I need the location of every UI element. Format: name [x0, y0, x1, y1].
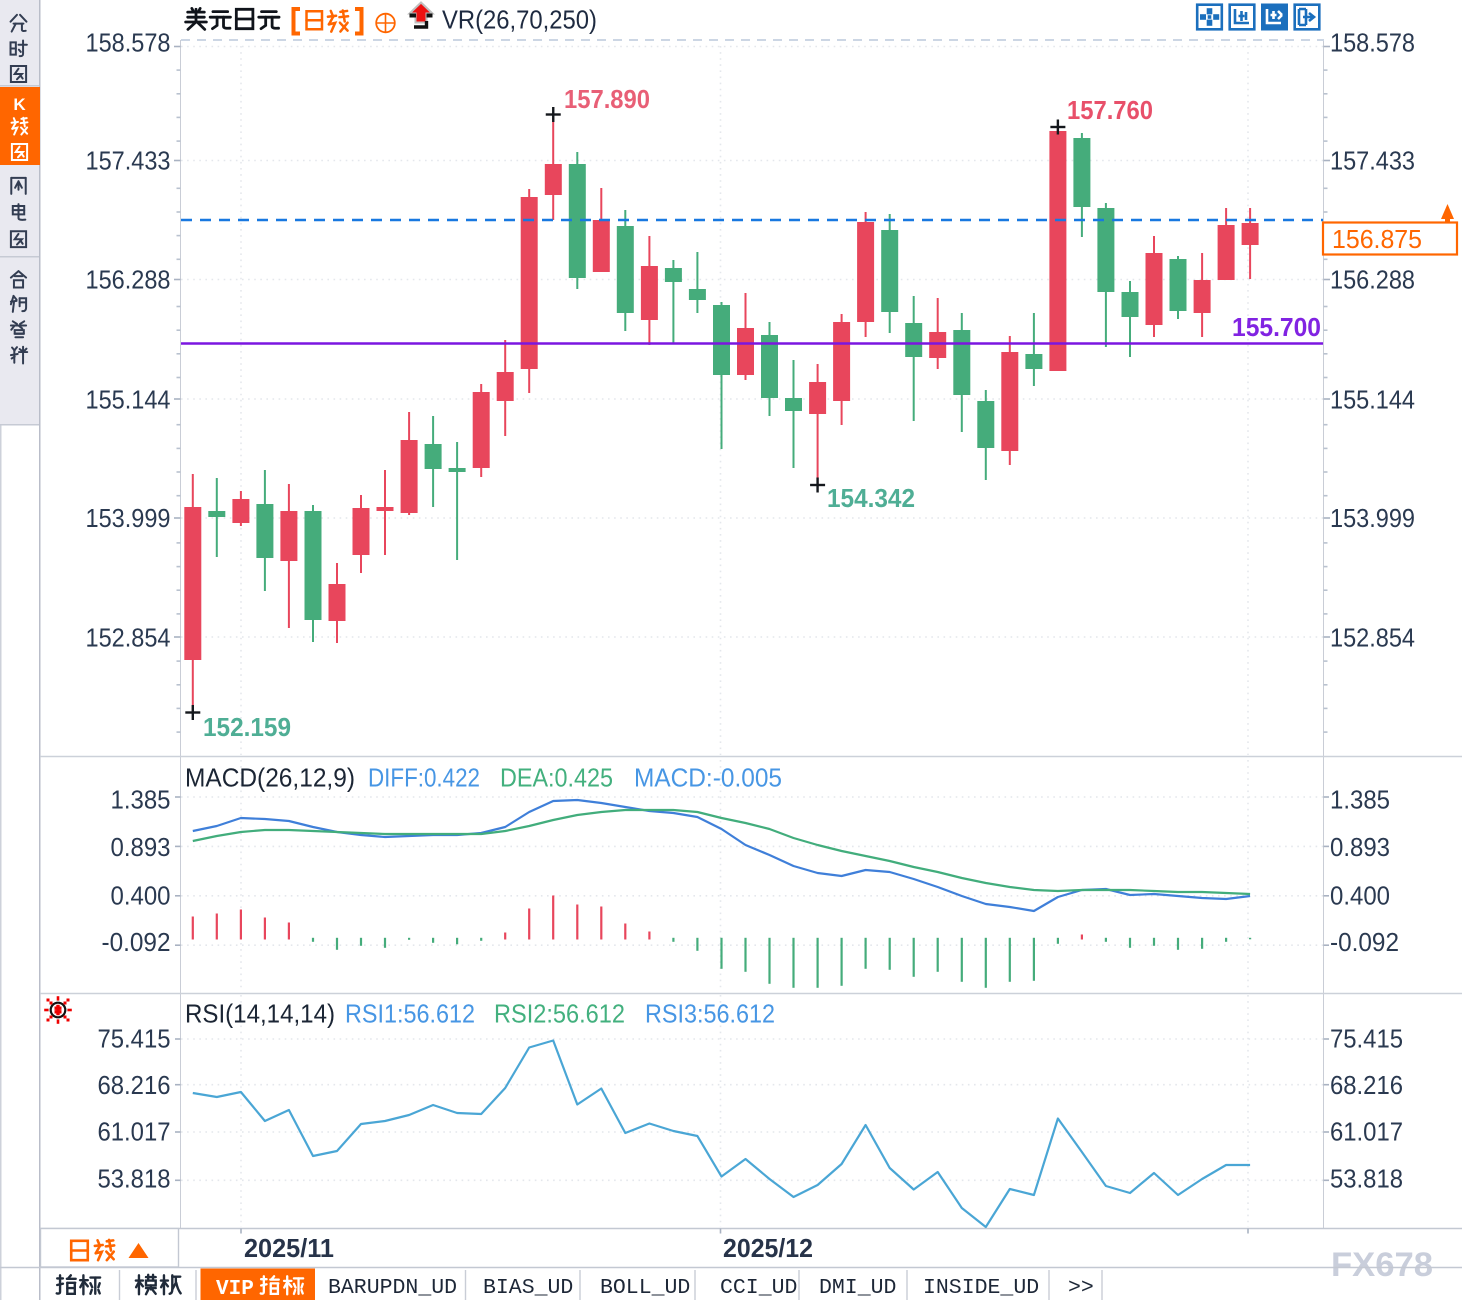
- svg-text:VR(26,70,250): VR(26,70,250): [442, 5, 597, 35]
- svg-text:FX678: FX678: [1331, 1246, 1433, 1284]
- svg-text:61.017: 61.017: [1330, 1117, 1403, 1147]
- svg-text:>>: >>: [1068, 1276, 1094, 1300]
- svg-text:53.818: 53.818: [98, 1164, 171, 1194]
- svg-text:61.017: 61.017: [98, 1117, 171, 1147]
- svg-text:156.875: 156.875: [1332, 224, 1422, 254]
- svg-text:155.144: 155.144: [1330, 385, 1415, 415]
- svg-text:156.288: 156.288: [1330, 265, 1415, 295]
- svg-text:2025/12: 2025/12: [723, 1233, 813, 1263]
- svg-text:153.999: 153.999: [1330, 503, 1415, 533]
- svg-text:157.760: 157.760: [1067, 95, 1153, 125]
- svg-text:158.578: 158.578: [86, 28, 171, 58]
- svg-text:RSI(14,14,14): RSI(14,14,14): [185, 999, 335, 1029]
- svg-text:INSIDE_UD: INSIDE_UD: [923, 1276, 1039, 1300]
- svg-text:152.854: 152.854: [86, 623, 171, 653]
- svg-text:0.893: 0.893: [111, 832, 171, 862]
- svg-text:RSI3:56.612: RSI3:56.612: [645, 999, 775, 1029]
- svg-text:68.216: 68.216: [1330, 1070, 1403, 1100]
- svg-text:75.415: 75.415: [1330, 1024, 1403, 1054]
- svg-text:158.578: 158.578: [1330, 28, 1415, 58]
- svg-text:155.144: 155.144: [86, 385, 171, 415]
- svg-text:1.385: 1.385: [111, 785, 171, 815]
- svg-text:-0.092: -0.092: [1330, 927, 1399, 957]
- svg-text:MACD(26,12,9): MACD(26,12,9): [185, 763, 355, 793]
- svg-text:152.159: 152.159: [203, 712, 291, 742]
- svg-text:157.433: 157.433: [86, 146, 171, 176]
- svg-text:153.999: 153.999: [86, 503, 171, 533]
- svg-text:53.818: 53.818: [1330, 1164, 1403, 1194]
- svg-text:VIP: VIP: [216, 1278, 254, 1300]
- svg-text:2025/11: 2025/11: [244, 1233, 334, 1263]
- svg-text:0.400: 0.400: [111, 881, 171, 911]
- svg-text:155.700: 155.700: [1232, 312, 1321, 342]
- svg-text:-0.092: -0.092: [102, 927, 171, 957]
- svg-text:1.385: 1.385: [1330, 785, 1390, 815]
- svg-text:75.415: 75.415: [98, 1024, 171, 1054]
- svg-text:DEA:0.425: DEA:0.425: [500, 763, 613, 793]
- svg-text:DMI_UD: DMI_UD: [819, 1276, 896, 1300]
- svg-text:BOLL_UD: BOLL_UD: [600, 1276, 690, 1300]
- svg-text:DIFF:0.422: DIFF:0.422: [368, 763, 480, 793]
- svg-text:157.890: 157.890: [564, 84, 650, 114]
- svg-text:68.216: 68.216: [98, 1070, 171, 1100]
- svg-text:RSI2:56.612: RSI2:56.612: [494, 999, 625, 1029]
- svg-text:CCI_UD: CCI_UD: [720, 1276, 797, 1300]
- svg-text:BIAS_UD: BIAS_UD: [483, 1276, 573, 1300]
- svg-text:K: K: [13, 95, 26, 114]
- svg-text:BARUPDN_UD: BARUPDN_UD: [328, 1276, 457, 1300]
- svg-text:RSI1:56.612: RSI1:56.612: [345, 999, 475, 1029]
- svg-text:154.342: 154.342: [827, 483, 915, 513]
- svg-text:0.400: 0.400: [1330, 881, 1390, 911]
- svg-text:156.288: 156.288: [86, 265, 171, 295]
- svg-text:152.854: 152.854: [1330, 623, 1415, 653]
- svg-text:MACD:-0.005: MACD:-0.005: [634, 763, 782, 793]
- svg-text:0.893: 0.893: [1330, 832, 1390, 862]
- svg-text:157.433: 157.433: [1330, 146, 1415, 176]
